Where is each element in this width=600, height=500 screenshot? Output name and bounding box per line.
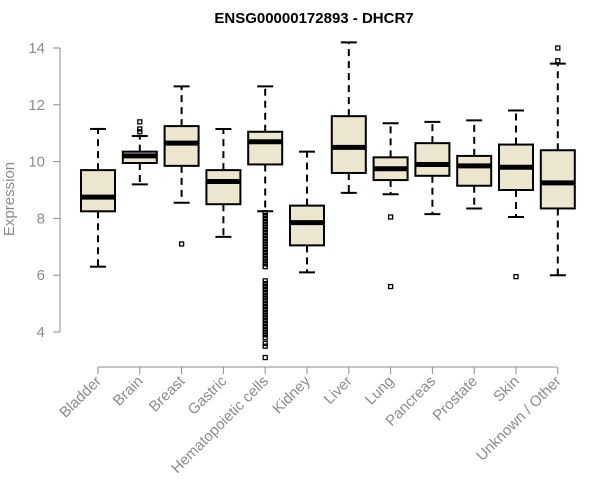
outlier-point [262,309,268,315]
box-group [205,127,242,238]
box-group [121,119,158,186]
box-group [498,109,534,280]
outlier-point [262,241,268,247]
y-tick-label: 6 [37,267,45,284]
outlier-point [262,303,268,310]
box-iqr [247,130,284,166]
outlier-point [262,281,268,287]
outlier-point [262,261,268,267]
outlier-point [262,332,268,338]
box-iqr [539,149,576,210]
outlier-point [513,273,519,280]
outlier-point [262,300,268,307]
outlier-point [262,315,268,321]
x-tick-label: Breast [146,372,189,415]
y-tick-label: 8 [37,210,45,227]
outlier-point [262,312,268,318]
y-tick-label: 10 [28,154,45,171]
outlier-point [262,255,268,261]
x-tick-label: Liver [321,373,356,408]
outlier-point [137,126,143,132]
outlier-point [262,235,268,241]
outlier-point [262,232,268,239]
box-iqr [205,169,242,206]
outlier-point [262,340,268,347]
outlier-point [178,241,185,247]
outlier-point [262,258,268,264]
outlier-point [262,354,268,361]
outlier-point [262,323,268,329]
outlier-point [262,329,268,335]
box-group [414,120,451,216]
box-group [372,122,409,290]
box-group [247,85,284,361]
outlier-point [555,45,561,51]
box-group [539,45,576,277]
box-iqr [330,115,367,174]
y-tick-label: 14 [28,40,45,57]
x-tick-label: Skin [490,373,523,406]
outlier-point [555,58,561,64]
outlier-point [262,210,268,216]
box-iqr [289,204,325,247]
outlier-point [262,289,268,295]
outlier-point [137,129,143,135]
outlier-point [262,246,268,253]
x-tick-label: Kidney [269,372,314,417]
x-tick-label: Bladder [56,373,105,422]
outlier-point [387,283,394,290]
chart-title: ENSG00000172893 - DHCR7 [214,10,413,27]
outlier-point [387,214,394,220]
outlier-point [262,292,268,298]
outlier-point [137,119,143,125]
outlier-point [262,238,268,244]
y-tick-label: 4 [37,324,45,341]
outlier-point [262,286,268,293]
outlier-point [262,229,268,236]
outlier-point [262,295,268,301]
x-tick-label: Lung [362,373,398,409]
outlier-point [262,264,268,270]
box-iqr [80,169,116,213]
box-group [80,127,116,268]
outlier-point [262,218,268,224]
outlier-point [262,212,268,219]
outlier-point [262,283,268,290]
box-iqr [414,142,451,177]
x-tick-label: Prostate [429,373,481,425]
box-group [456,119,493,210]
box-group [163,85,200,247]
outlier-point [262,326,268,332]
outlier-point [262,252,268,258]
outlier-point [262,343,268,349]
box-group [330,41,367,194]
box-iqr [456,154,493,187]
box-series [80,41,576,361]
outlier-point [262,244,268,250]
outlier-point [262,317,268,324]
outlier-point [262,320,268,327]
outlier-point [262,306,268,312]
outlier-point [262,227,268,233]
outlier-point [262,298,268,304]
box-group [289,150,325,274]
outlier-point [262,215,268,222]
outlier-point [262,221,268,227]
y-axis-label: Expression [1,162,18,236]
outlier-point [262,278,268,284]
outlier-point [262,224,268,230]
box-iqr [163,125,200,167]
outlier-point [262,249,268,256]
x-tick-label: Brain [110,373,147,410]
y-axis-ticks: 4 6 8 10 12 14 [28,40,60,341]
outlier-point [262,335,268,341]
y-tick-label: 12 [28,97,45,114]
